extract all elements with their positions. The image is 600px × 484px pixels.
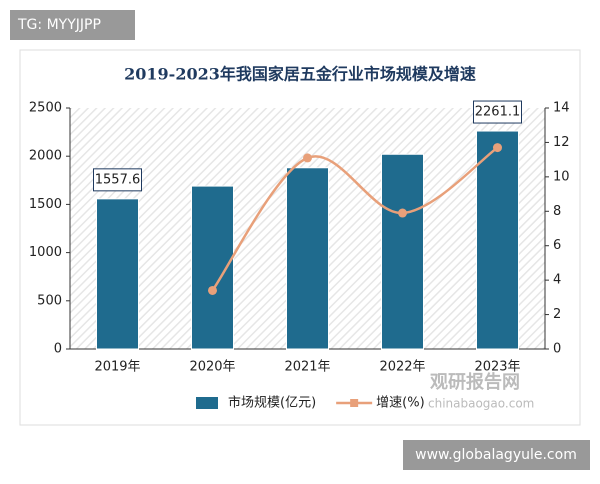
watermark-logo-url: chinabaogao.com [428,397,534,411]
y-tick-label: 1000 [29,245,62,260]
legend-label: 市场规模(亿元) [228,395,316,411]
y2-tick-label: 6 [553,238,561,253]
y-tick-label: 2500 [29,101,62,116]
y-tick-label: 1500 [29,197,62,212]
y-tick-label: 500 [37,293,62,308]
watermark-box [403,440,590,470]
line-point [208,285,217,295]
value-label-box [473,100,522,124]
watermark: www.globalagyule.com [415,447,577,463]
chart-title: 2019-2023年我国家居五金行业市场规模及增速 [124,65,476,84]
watermark-box [10,10,135,40]
y2-tick-label: 2 [553,307,561,322]
line-point [493,143,502,153]
legend-swatch [196,397,218,409]
y2-tick-label: 10 [553,169,570,184]
line-point [398,208,407,218]
bar [96,198,139,350]
bar [476,130,519,350]
x-tick-label: 2019年 [94,360,140,375]
x-tick-label: 2020年 [189,360,235,375]
x-tick-label: 2021年 [284,360,330,375]
line-point [303,153,312,163]
value-label: 2261.1 [475,105,521,120]
y-tick-label: 0 [54,342,62,357]
legend-label: 增速(%) [376,396,425,411]
x-tick-label: 2023年 [474,360,520,375]
bar [286,167,329,350]
legend-swatch [350,399,359,407]
y-tick-label: 2000 [29,149,62,164]
x-tick-label: 2022年 [379,360,425,375]
watermark-logo: 观研报告网 [430,371,520,393]
y2-tick-label: 14 [553,101,570,116]
y2-tick-label: 12 [553,135,570,150]
watermark: TG: MYYJJPP [17,17,101,33]
y2-tick-label: 8 [553,204,561,219]
value-label-box [93,168,142,192]
y2-tick-label: 4 [553,273,561,288]
value-label: 1557.6 [95,172,141,187]
line [211,146,499,292]
y2-tick-label: 0 [553,342,561,357]
bar [381,153,424,350]
